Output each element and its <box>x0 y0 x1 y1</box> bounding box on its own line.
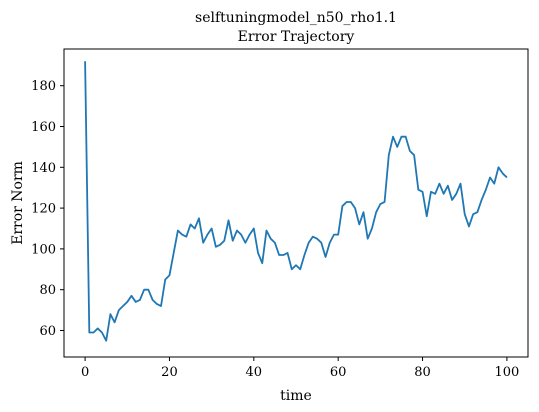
y-ticks: 60 80 100 120 140 160 180 <box>31 79 64 339</box>
y-tick-label: 60 <box>39 324 56 339</box>
y-tick-label: 180 <box>31 79 56 94</box>
x-axis-label: time <box>280 388 312 404</box>
y-tick-label: 100 <box>31 242 56 257</box>
y-tick-label: 80 <box>39 283 56 298</box>
plot-frame <box>63 48 529 358</box>
series-line <box>84 61 508 342</box>
y-tick-label: 160 <box>31 120 56 135</box>
chart-subtitle: Error Trajectory <box>238 29 355 45</box>
x-tick-label: 80 <box>414 365 431 380</box>
x-tick-label: 20 <box>161 365 178 380</box>
x-ticks: 0 20 40 60 80 100 <box>81 357 519 380</box>
y-tick-label: 140 <box>31 161 56 176</box>
x-tick-label: 40 <box>246 365 263 380</box>
chart-title: selftuningmodel_n50_rho1.1 <box>195 10 397 26</box>
series-group <box>84 61 508 342</box>
y-tick-label: 120 <box>31 202 56 217</box>
y-axis-label: Error Norm <box>10 161 26 245</box>
x-tick-label: 100 <box>494 365 519 380</box>
x-tick-label: 0 <box>81 365 89 380</box>
x-tick-label: 60 <box>330 365 347 380</box>
axes <box>63 48 529 358</box>
